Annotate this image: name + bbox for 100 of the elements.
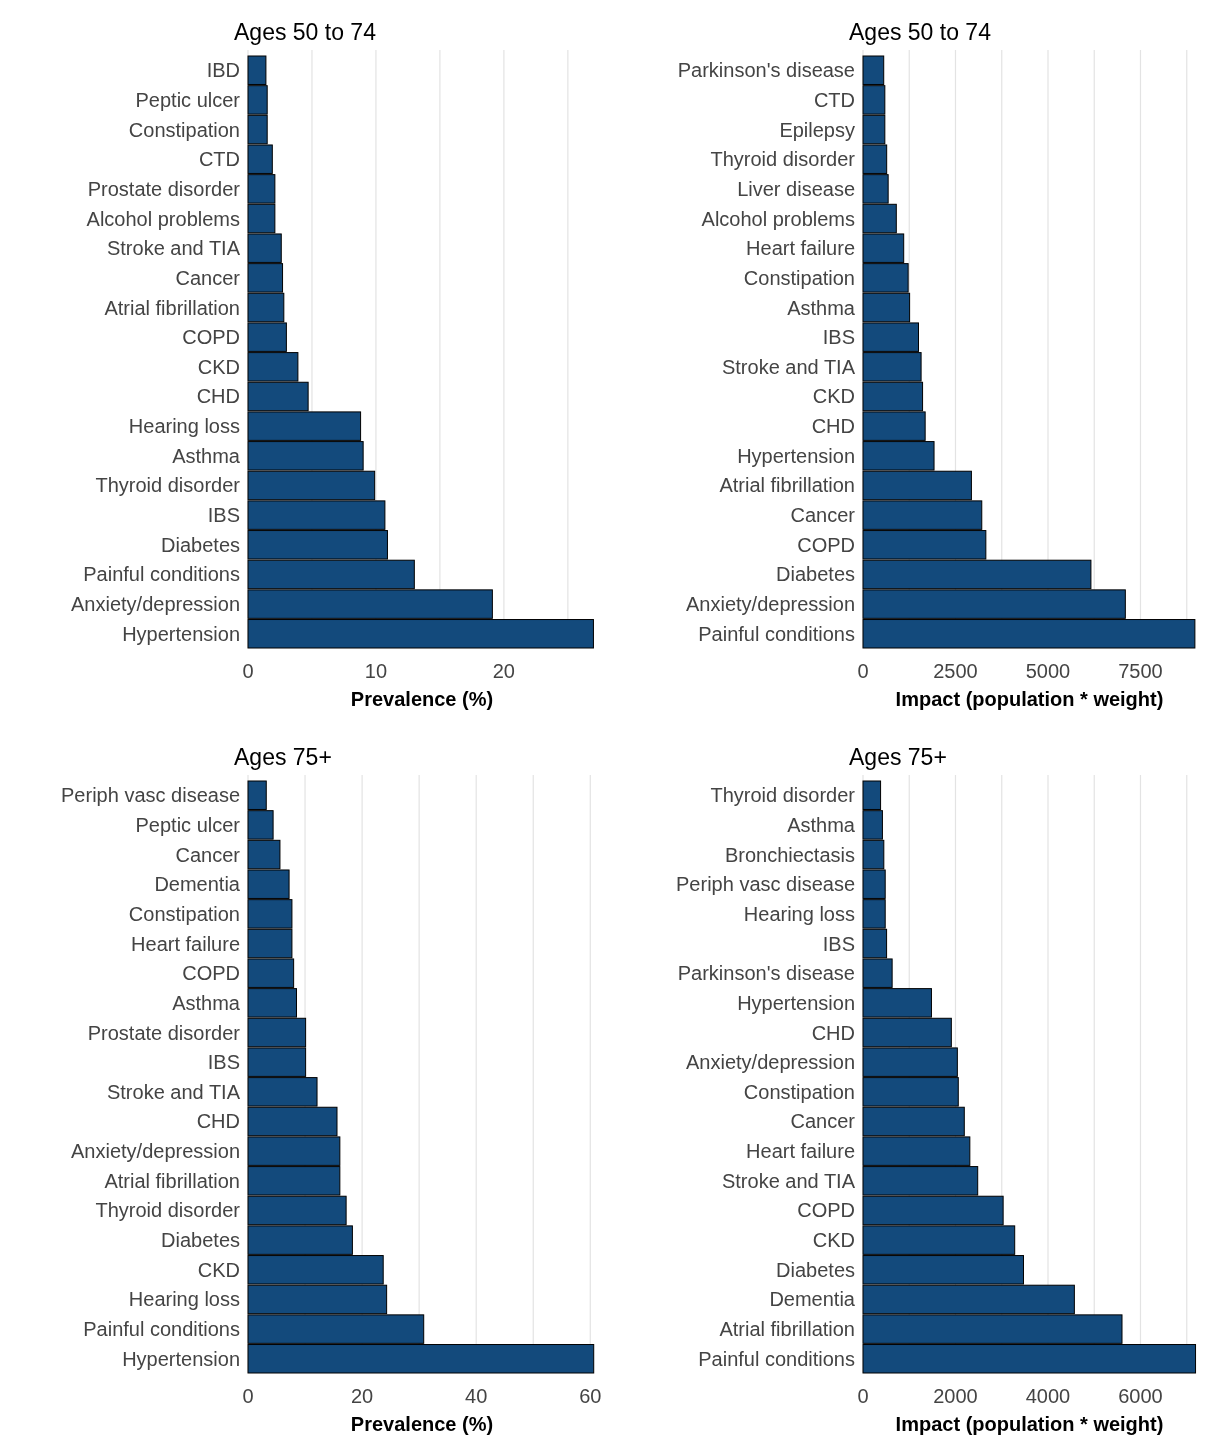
x-tick-label: 60 xyxy=(579,1385,602,1407)
y-tick-label: IBS xyxy=(822,326,855,349)
y-tick-label: Anxiety/depression xyxy=(686,1051,855,1074)
y-tick-label: COPD xyxy=(797,1199,855,1222)
y-tick-label: Diabetes xyxy=(161,533,240,556)
y-tick-label: Diabetes xyxy=(776,1258,855,1281)
chart-title: Ages 75+ xyxy=(234,744,332,770)
y-tick-label: Thyroid disorder xyxy=(710,784,856,807)
y-tick-label: Peptic ulcer xyxy=(135,813,241,836)
y-tick-label: Stroke and TIA xyxy=(106,237,241,260)
y-tick-label: CHD xyxy=(811,415,855,438)
x-axis-title: Prevalence (%) xyxy=(350,688,494,710)
y-tick-label: CKD xyxy=(197,1258,240,1281)
x-tick-label: 0 xyxy=(857,1385,869,1407)
y-tick-label: Constipation xyxy=(743,266,855,289)
y-tick-label: Atrial fibrillation xyxy=(104,1169,240,1192)
y-tick-label: Hypertension xyxy=(737,991,855,1014)
y-tick-label: Heart failure xyxy=(746,1140,855,1163)
y-tick-label: IBS xyxy=(207,1051,240,1074)
y-tick-label: Prostate disorder xyxy=(87,1021,241,1044)
y-tick-label: Cancer xyxy=(790,1110,856,1133)
y-tick-label: Periph vasc disease xyxy=(61,784,240,807)
chart-title: Ages 75+ xyxy=(849,744,947,770)
y-tick-label: Constipation xyxy=(128,902,240,925)
y-tick-label: Parkinson's disease xyxy=(677,962,855,985)
x-axis-title: Impact (population * weight) xyxy=(895,688,1164,710)
x-tick-label: 5000 xyxy=(1025,660,1071,682)
y-tick-label: Diabetes xyxy=(161,1229,240,1252)
y-tick-label: CHD xyxy=(811,1021,855,1044)
y-tick-label: Constipation xyxy=(743,1080,855,1103)
y-tick-label: Stroke and TIA xyxy=(106,1080,241,1103)
x-tick-label: 6000 xyxy=(1118,1385,1163,1407)
y-tick-label: COPD xyxy=(182,962,240,985)
y-tick-label: Hypertension xyxy=(737,444,855,467)
y-tick-label: Stroke and TIA xyxy=(721,355,856,378)
y-tick-label: Thyroid disorder xyxy=(95,474,241,497)
y-tick-label: Atrial fibrillation xyxy=(719,474,855,497)
y-tick-label: Hearing loss xyxy=(743,902,855,925)
y-tick-label: Stroke and TIA xyxy=(721,1169,856,1192)
x-tick-label: 2500 xyxy=(933,660,978,682)
y-tick-label: Parkinson's disease xyxy=(677,59,855,82)
y-tick-label: Epilepsy xyxy=(779,118,855,141)
y-tick-label: Asthma xyxy=(787,813,856,836)
y-tick-label: Periph vasc disease xyxy=(676,873,855,896)
y-tick-label: Hearing loss xyxy=(128,1288,240,1311)
y-tick-label: Thyroid disorder xyxy=(710,148,856,171)
y-tick-label: IBS xyxy=(822,932,855,955)
y-tick-label: Asthma xyxy=(172,991,241,1014)
y-tick-label: Anxiety/depression xyxy=(71,1140,240,1163)
x-tick-label: 7500 xyxy=(1118,660,1163,682)
y-tick-label: Hypertension xyxy=(122,622,240,645)
x-tick-label: 20 xyxy=(492,660,516,682)
chart-title: Ages 50 to 74 xyxy=(234,19,377,45)
x-tick-label: 40 xyxy=(465,1385,488,1407)
y-tick-label: Heart failure xyxy=(131,932,240,955)
y-tick-label: Dementia xyxy=(769,1288,856,1311)
y-tick-label: COPD xyxy=(797,533,855,556)
y-tick-label: Peptic ulcer xyxy=(135,88,241,111)
x-tick-label: 0 xyxy=(857,660,869,682)
y-tick-label: CKD xyxy=(812,1229,855,1252)
x-tick-label: 20 xyxy=(350,1385,374,1407)
y-tick-label: Heart failure xyxy=(746,237,855,260)
y-tick-label: Constipation xyxy=(128,118,240,141)
y-tick-label: Cancer xyxy=(790,504,856,527)
y-tick-label: CHD xyxy=(196,1110,240,1133)
y-tick-label: IBD xyxy=(206,59,240,82)
y-tick-label: COPD xyxy=(182,326,240,349)
y-tick-label: Asthma xyxy=(172,444,241,467)
y-tick-label: Atrial fibrillation xyxy=(719,1318,855,1341)
y-tick-label: Painful conditions xyxy=(83,563,240,586)
x-tick-label: 10 xyxy=(364,660,388,682)
y-tick-label: Thyroid disorder xyxy=(95,1199,241,1222)
x-tick-label: 0 xyxy=(242,660,254,682)
y-tick-label: Cancer xyxy=(175,266,241,289)
y-tick-label: Liver disease xyxy=(737,177,855,200)
y-tick-label: CKD xyxy=(197,355,240,378)
y-tick-label: Atrial fibrillation xyxy=(104,296,240,319)
y-tick-label: CTD xyxy=(813,88,855,111)
y-tick-label: Cancer xyxy=(175,843,241,866)
y-tick-label: Diabetes xyxy=(776,563,855,586)
y-tick-label: CHD xyxy=(196,385,240,408)
y-tick-label: Anxiety/depression xyxy=(686,593,855,616)
y-tick-label: Asthma xyxy=(787,296,856,319)
x-tick-label: 0 xyxy=(242,1385,254,1407)
y-tick-label: Anxiety/depression xyxy=(71,593,240,616)
x-axis-title: Prevalence (%) xyxy=(350,1413,494,1435)
y-tick-label: CTD xyxy=(198,148,240,171)
y-tick-label: Prostate disorder xyxy=(87,177,241,200)
y-tick-label: Painful conditions xyxy=(698,622,855,645)
x-tick-label: 4000 xyxy=(1025,1385,1071,1407)
y-tick-label: Bronchiectasis xyxy=(724,843,855,866)
y-tick-label: Painful conditions xyxy=(83,1318,240,1341)
chart-title: Ages 50 to 74 xyxy=(849,19,992,45)
y-tick-label: Alcohol problems xyxy=(701,207,855,230)
y-tick-label: Dementia xyxy=(154,873,241,896)
x-axis-title: Impact (population * weight) xyxy=(895,1413,1164,1435)
y-tick-label: Alcohol problems xyxy=(86,207,240,230)
x-tick-label: 2000 xyxy=(933,1385,978,1407)
y-tick-label: IBS xyxy=(207,504,240,527)
y-tick-label: CKD xyxy=(812,385,855,408)
